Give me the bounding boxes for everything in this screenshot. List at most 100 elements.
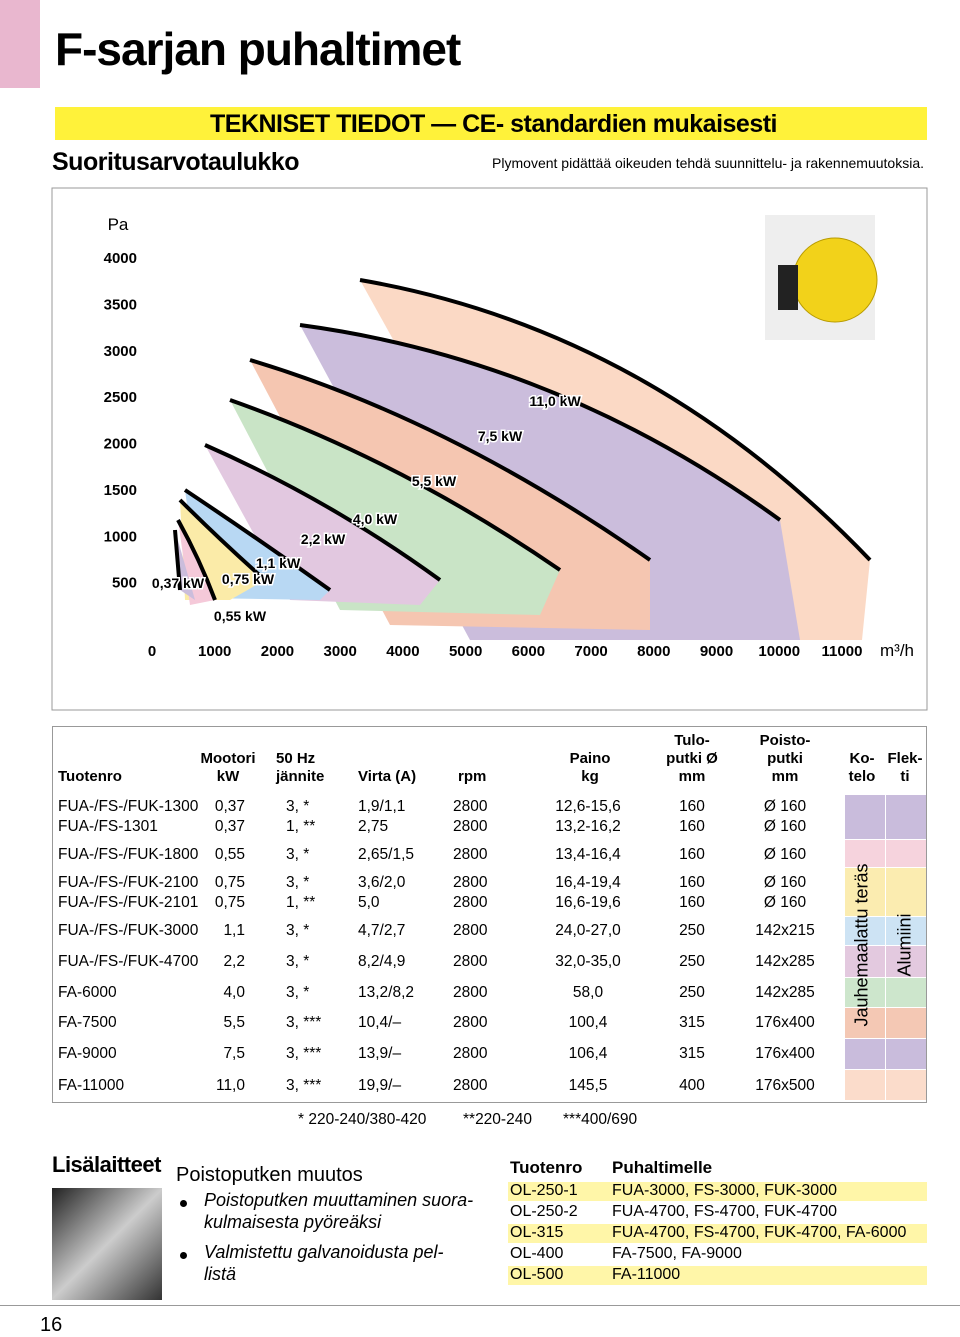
td: 1, ** [286, 894, 316, 911]
td: 5,5 [223, 1014, 245, 1031]
x-tick-label: 2000 [261, 643, 294, 660]
td: FUA-/FS-/FUK-2101 [58, 894, 199, 911]
page-number: 16 [40, 1314, 63, 1336]
td: FA-6000 [58, 984, 117, 1001]
td: 13,2/8,2 [358, 984, 415, 1001]
td: 142x285 [755, 984, 815, 1001]
x-tick-label: 8000 [637, 643, 670, 660]
td: Ø 160 [763, 846, 807, 863]
y-tick-label: 3500 [104, 296, 137, 313]
band [230, 400, 560, 615]
td: 4,0 [223, 984, 245, 1001]
acc-td: OL-250-1 [510, 1182, 578, 1199]
bullet-text: listä [204, 1264, 237, 1284]
th: Tuotenro [58, 768, 122, 785]
x-tick-label: 11000 [822, 643, 863, 660]
cell-bg [845, 840, 885, 867]
cell-bg [845, 1039, 885, 1069]
cell-bg [886, 1070, 926, 1100]
footnote: ***400/690 [563, 1111, 638, 1128]
x-tick-label: 3000 [323, 643, 356, 660]
td: 315 [679, 1014, 705, 1031]
td: 0,75 [214, 874, 245, 891]
th: Flek- [887, 750, 923, 767]
th: Ko- [849, 750, 875, 767]
td: 1,1 [223, 922, 245, 939]
td: 0,75 [214, 894, 245, 911]
td: 1,9/1,1 [358, 798, 406, 815]
band [300, 325, 800, 640]
cell-bg [845, 1008, 885, 1038]
td: 160 [679, 846, 705, 863]
cell-bg [845, 978, 885, 1007]
y-tick-label: 2500 [104, 389, 137, 406]
th: Poisto- [759, 732, 811, 749]
td: 2800 [453, 922, 488, 939]
td: 3, * [286, 922, 310, 939]
td: 2800 [453, 874, 488, 891]
acc-td: OL-250-2 [510, 1203, 578, 1220]
td: 5,0 [358, 894, 380, 911]
cell-bg [886, 946, 926, 977]
bullet-text: kulmaisesta pyöreäksi [204, 1212, 382, 1232]
corner-bar [0, 0, 40, 88]
th: kW [216, 768, 240, 785]
td: 2800 [453, 1045, 488, 1062]
th: telo [848, 768, 876, 785]
td: 3,6/2,0 [358, 874, 406, 891]
td: FA-7500 [58, 1014, 117, 1031]
td: 315 [679, 1045, 705, 1062]
acc-td: OL-400 [510, 1245, 564, 1262]
acc-td: OL-315 [510, 1224, 564, 1241]
footnote: * 220-240/380-420 [298, 1111, 427, 1128]
td: 176x400 [755, 1045, 815, 1062]
fan-photo [765, 215, 878, 340]
th: rpm [458, 768, 487, 785]
td: 160 [679, 894, 705, 911]
acc-td: FUA-3000, FS-3000, FUK-3000 [612, 1182, 837, 1199]
curve [178, 498, 267, 582]
curve [204, 443, 442, 582]
acc-td: FA-7500, FA-9000 [612, 1245, 742, 1262]
td: 106,4 [568, 1045, 608, 1062]
th: Paino [569, 750, 611, 767]
banner-bg [55, 107, 927, 140]
td: 2800 [453, 818, 488, 835]
fan-motor [778, 265, 798, 310]
td: 16,4-19,4 [555, 874, 621, 891]
footnote: **220-240 [463, 1111, 532, 1128]
td: 0,55 [214, 846, 245, 863]
acc-td: FUA-4700, FS-4700, FUK-4700, FA-6000 [612, 1224, 907, 1241]
cell-bg [845, 1070, 885, 1100]
td: 100,4 [568, 1014, 608, 1031]
th: Tulo- [674, 732, 710, 749]
th: putki [767, 750, 803, 767]
td: 2800 [453, 846, 488, 863]
cell-bg [886, 1039, 926, 1069]
td: 3, *** [286, 1014, 322, 1031]
td: FUA-/FS-/FUK-3000 [58, 922, 199, 939]
td: 176x400 [755, 1014, 815, 1031]
td: 160 [679, 874, 705, 891]
cell-bg [886, 795, 926, 839]
x-tick-label: 0 [148, 643, 156, 660]
x-tick-label: 7000 [574, 643, 607, 660]
power-label: 2,2 kW [301, 531, 346, 547]
y-tick-label: 2000 [104, 436, 137, 453]
td: 32,0-35,0 [555, 953, 621, 970]
acc-td: FA-11000 [612, 1266, 681, 1283]
td: 3, * [286, 846, 310, 863]
td: FA-11000 [58, 1077, 125, 1094]
acc-image [52, 1188, 162, 1300]
curves [173, 278, 872, 601]
td: 145,5 [568, 1077, 608, 1094]
td: FUA-/FS-/FUK-4700 [58, 953, 199, 970]
td: 142x285 [755, 953, 815, 970]
td: Ø 160 [763, 894, 807, 911]
th: kg [581, 768, 599, 785]
power-label: 4,0 kW [353, 511, 398, 527]
chart: Pa m³/h 500 1000 1500 2000 2500 3000 3500 4000 0… [51, 187, 928, 711]
td: 24,0-27,0 [555, 922, 621, 939]
band [205, 445, 440, 605]
